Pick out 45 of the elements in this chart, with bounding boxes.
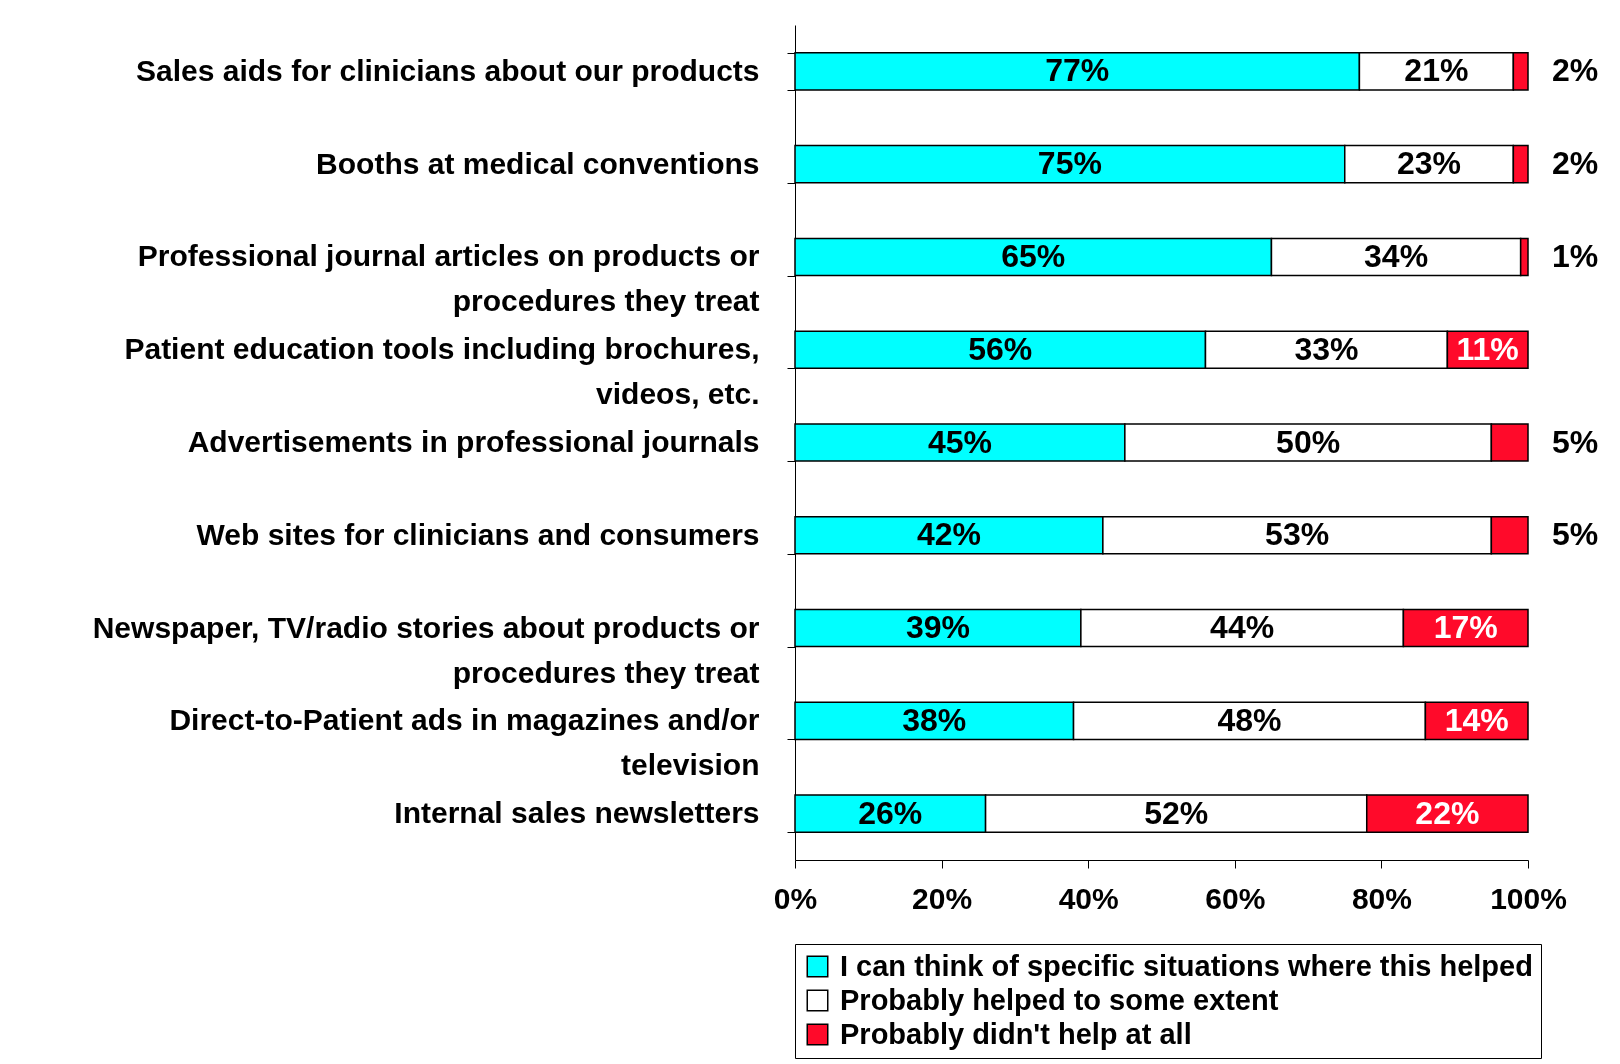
y-tick-label: Internal sales newsletters (394, 796, 760, 830)
legend-label: Probably helped to some extent (840, 983, 1279, 1016)
y-tick-label: Web sites for clinicians and consumers (196, 517, 760, 551)
y-tick-label: Advertisements in professional journals (187, 425, 760, 458)
data-label: 23% (1397, 145, 1462, 182)
data-label: 26% (858, 794, 923, 831)
x-tick-label: 60% (1205, 881, 1266, 915)
data-label: 50% (1276, 423, 1341, 460)
x-tick-label: 40% (1058, 881, 1119, 915)
data-label: 34% (1364, 237, 1429, 274)
data-label: 14% (1444, 701, 1509, 738)
y-tick-label: Patient education tools including brochures, videos, etc. (124, 332, 760, 411)
data-label: 33% (1294, 330, 1359, 367)
data-label: 17% (1433, 609, 1498, 646)
x-tick-label: 20% (912, 881, 973, 915)
x-tick-label: 80% (1351, 881, 1412, 915)
data-label: 2% (1552, 145, 1599, 182)
legend-label: I can think of specific situations where this helped (840, 949, 1533, 982)
data-label: 53% (1265, 516, 1330, 553)
y-tick-label: Sales aids for clinicians about our products (136, 53, 760, 87)
y-tick-label: Booths at medical conventions (316, 146, 760, 180)
data-label: 45% (927, 423, 992, 460)
data-label: 39% (905, 609, 970, 646)
data-label: 38% (902, 701, 967, 738)
y-tick-label: Newspaper, TV/radio stories about products or procedures they treat (92, 610, 760, 689)
data-label: 1% (1552, 237, 1599, 274)
data-label: 77% (1045, 52, 1110, 89)
x-tick-label: 100% (1490, 881, 1567, 915)
data-label: 11% (1456, 330, 1519, 367)
data-label: 22% (1415, 794, 1480, 831)
data-label: 44% (1210, 609, 1275, 646)
data-label: 56% (968, 330, 1033, 367)
data-label: 48% (1217, 701, 1282, 738)
y-tick-label: Direct-to-Patient ads in magazines and/or television (169, 703, 760, 782)
legend-label: Probably didn't help at all (840, 1017, 1192, 1050)
data-label: 21% (1404, 52, 1469, 89)
y-tick-label: Professional journal articles on products or procedures they treat (137, 239, 760, 318)
data-label: 2% (1552, 52, 1599, 89)
data-label: 65% (1001, 237, 1066, 274)
data-label: 75% (1037, 145, 1102, 182)
data-label: 42% (916, 516, 981, 553)
data-label: 5% (1552, 423, 1599, 460)
data-label: 5% (1552, 516, 1599, 553)
x-tick-label: 0% (773, 881, 818, 915)
data-label: 52% (1144, 794, 1209, 831)
